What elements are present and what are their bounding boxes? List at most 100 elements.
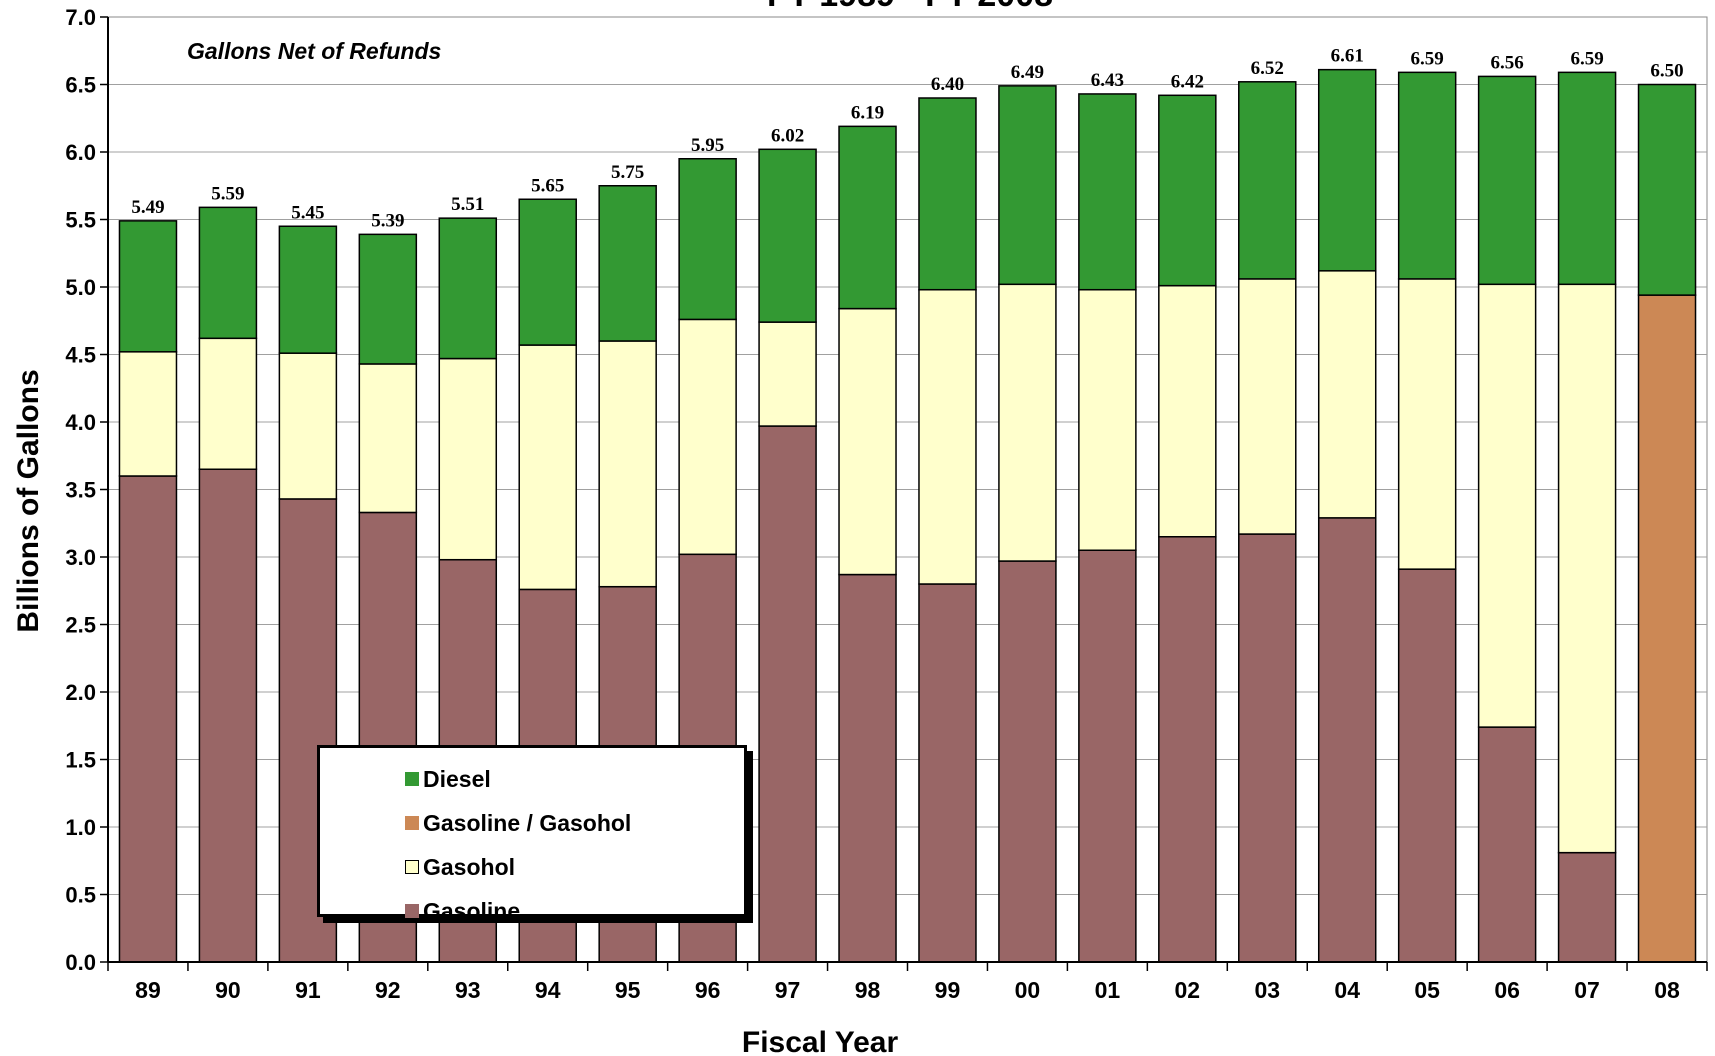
bar-segment-diesel-08 [1637,83,1697,296]
x-tick-label-89: 89 [135,977,161,1003]
x-tick-label-98: 98 [855,977,881,1003]
x-tick-label-01: 01 [1095,977,1121,1003]
y-tick-label: 3.0 [65,545,96,570]
legend-swatch-gasohol [405,860,419,874]
bar-segment-gasohol-05 [1397,278,1457,570]
bar-segment-gasoline-07 [1557,851,1617,963]
y-tick-label: 1.5 [65,748,96,773]
y-tick-label: 0.0 [65,950,96,975]
x-tick-label-97: 97 [775,977,801,1003]
bar-segment-gasoline-04 [1317,517,1377,963]
x-tick-label-94: 94 [535,977,561,1003]
bar-segment-gasoline-06 [1477,726,1537,963]
legend-item-gasoline: Gasoline [405,896,520,926]
y-tick-label: 7.0 [65,5,96,30]
bar-segment-gasoline-00 [998,560,1057,963]
bar-segment-gasoline-gasohol-08 [1637,294,1697,963]
data-label-total-07: 6.59 [1570,48,1603,69]
legend-label-gasohol: Gasohol [423,853,516,880]
bars [118,68,1697,963]
x-tick-label-90: 90 [215,977,241,1003]
legend: Diesel Gasoline / Gasohol Gasohol Gasoli… [317,745,747,924]
y-tick-label: 6.5 [65,73,96,98]
bar-segment-diesel-91 [278,225,338,354]
x-tick-label-00: 00 [1015,977,1041,1003]
bar-segment-diesel-99 [918,97,977,291]
axes: 0.0 0.5 1.0 1.5 2.0 2.5 3.0 3.5 4.0 4.5 5.0 5.5 6.0 6… [65,5,1708,1003]
x-tick-label-95: 95 [615,977,641,1003]
legend-item-gasohol: Gasohol [405,852,515,882]
legend-swatch-diesel [405,772,419,786]
data-label-total-90: 5.59 [211,183,244,204]
data-label-total-01: 6.43 [1091,70,1124,91]
y-tick-label: 5.5 [65,208,96,233]
bar-segment-gasohol-00 [998,283,1057,562]
x-tick-label-91: 91 [295,977,321,1003]
bar-segment-gasoline-05 [1397,568,1457,963]
bar-segment-gasohol-04 [1317,270,1377,519]
legend-swatch-gasoline [405,904,419,918]
bar-segment-diesel-98 [838,125,897,310]
bar-segment-gasohol-02 [1158,284,1217,538]
bar-segment-gasohol-90 [198,337,258,470]
bar-segment-gasohol-93 [438,357,498,561]
bar-segment-diesel-93 [438,217,498,360]
bar-segment-gasoline-03 [1238,533,1297,963]
data-label-total-94: 5.65 [531,175,564,196]
data-label-total-00: 6.49 [1011,62,1044,83]
legend-swatch-gasoline-gasohol [405,816,419,830]
bar-segment-gasohol-01 [1078,288,1137,551]
y-tick-label: 4.0 [65,410,96,435]
bar-segment-gasohol-98 [838,307,897,576]
bar-segment-diesel-03 [1238,81,1297,280]
legend-item-diesel: Diesel [405,764,491,794]
data-label-total-03: 6.52 [1251,58,1284,79]
data-label-total-08: 6.50 [1650,61,1683,82]
data-label-total-04: 6.61 [1331,46,1364,67]
x-axis-label: Fiscal Year [742,1026,899,1056]
bar-segment-diesel-97 [758,148,817,323]
data-label-total-05: 6.59 [1411,48,1444,69]
bar-segment-gasoline-90 [198,468,258,963]
bar-segment-gasohol-91 [278,352,338,500]
bar-segment-gasohol-89 [118,351,178,477]
bar-segment-gasoline-02 [1158,536,1217,963]
y-tick-label: 4.5 [65,343,96,368]
bar-segment-diesel-96 [678,158,737,321]
legend-label-diesel: Diesel [423,765,491,792]
data-label-total-98: 6.19 [851,102,884,123]
chart-annotation: Gallons Net of Refunds [187,38,441,64]
y-tick-label: 6.0 [65,140,96,165]
bar-segment-diesel-06 [1477,75,1537,286]
legend-label-gasoline-gasohol: Gasoline / Gasohol [423,809,632,836]
legend-label-gasoline: Gasoline [423,897,521,924]
bar-segment-gasohol-99 [918,288,977,585]
y-tick-label: 3.5 [65,478,96,503]
bar-segment-gasohol-96 [678,318,737,556]
data-label-total-91: 5.45 [291,202,324,223]
data-label-total-97: 6.02 [771,125,804,146]
data-label-total-89: 5.49 [131,197,164,218]
legend-item-gasoline-gasohol: Gasoline / Gasohol [405,808,631,838]
data-label-total-99: 6.40 [931,74,964,95]
y-axis-label: Billions of Gallons [12,369,45,632]
x-tick-label-05: 05 [1414,977,1440,1003]
bar-segment-diesel-95 [598,185,657,342]
x-tick-label-93: 93 [455,977,481,1003]
bar-segment-diesel-90 [198,206,258,340]
bar-segment-diesel-05 [1397,71,1457,280]
bar-segment-gasohol-97 [758,321,817,427]
bar-segment-gasohol-92 [358,363,418,514]
x-tick-label-99: 99 [935,977,961,1003]
bar-segment-diesel-01 [1078,93,1137,291]
x-tick-label-06: 06 [1494,977,1520,1003]
bar-segment-diesel-92 [358,233,418,365]
bar-segment-gasoline-97 [758,425,817,963]
bar-segment-diesel-89 [118,220,178,353]
y-tick-label: 2.0 [65,680,96,705]
bar-segment-gasohol-95 [598,340,657,588]
x-tick-label-02: 02 [1175,977,1201,1003]
x-tick-label-04: 04 [1334,977,1360,1003]
bar-segment-diesel-02 [1158,94,1217,287]
x-tick-label-96: 96 [695,977,721,1003]
